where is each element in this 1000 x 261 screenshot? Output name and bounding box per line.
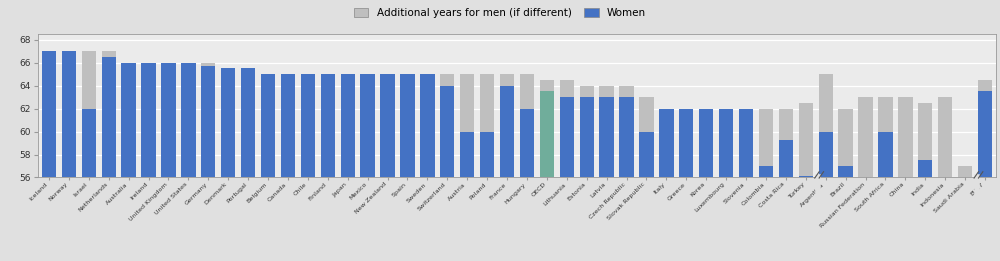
Bar xyxy=(480,132,494,177)
Bar xyxy=(878,132,893,177)
Bar xyxy=(82,109,96,177)
Bar xyxy=(360,74,375,177)
Bar xyxy=(102,57,116,177)
Bar xyxy=(779,140,793,177)
Bar xyxy=(161,63,176,177)
Bar xyxy=(500,74,514,86)
Bar xyxy=(82,51,96,109)
Bar xyxy=(301,74,315,177)
Bar xyxy=(400,74,415,177)
Bar xyxy=(739,109,753,177)
Bar xyxy=(102,51,116,57)
Bar xyxy=(639,132,654,177)
Bar xyxy=(141,63,156,177)
Bar xyxy=(420,74,435,177)
Bar xyxy=(819,74,833,132)
Bar xyxy=(201,63,215,67)
Bar xyxy=(819,132,833,177)
Bar xyxy=(121,63,136,177)
Bar xyxy=(241,68,255,177)
Bar xyxy=(261,74,275,177)
Bar xyxy=(858,177,873,189)
Bar xyxy=(779,109,793,140)
Bar xyxy=(520,109,534,177)
Bar xyxy=(599,86,614,97)
Bar xyxy=(799,176,813,177)
Bar xyxy=(679,109,693,177)
Bar xyxy=(619,86,634,97)
Bar xyxy=(978,80,992,91)
Bar xyxy=(918,160,932,177)
Bar xyxy=(580,86,594,97)
Bar xyxy=(918,103,932,160)
Bar xyxy=(639,97,654,132)
Bar xyxy=(619,97,634,177)
Bar xyxy=(480,74,494,132)
Bar xyxy=(898,97,913,189)
Legend: Additional years for men (if different), Women: Additional years for men (if different),… xyxy=(351,5,649,21)
Bar xyxy=(181,63,196,177)
Bar xyxy=(221,68,235,177)
Bar xyxy=(380,74,395,177)
Bar xyxy=(440,86,454,177)
Bar xyxy=(42,51,56,177)
Bar xyxy=(201,67,215,177)
Bar xyxy=(599,97,614,177)
Bar xyxy=(520,74,534,109)
Bar xyxy=(540,91,554,177)
Bar xyxy=(978,91,992,177)
Bar xyxy=(878,97,893,132)
Bar xyxy=(759,166,773,177)
Bar xyxy=(958,166,972,177)
Bar xyxy=(838,166,853,177)
Bar xyxy=(759,109,773,166)
Bar xyxy=(659,109,674,177)
Bar xyxy=(838,109,853,166)
Bar xyxy=(62,51,76,177)
Bar xyxy=(341,74,355,177)
Bar xyxy=(460,74,474,132)
Bar xyxy=(500,86,514,177)
Bar xyxy=(799,103,813,176)
Bar xyxy=(719,109,733,177)
Bar xyxy=(460,132,474,177)
Bar xyxy=(560,80,574,97)
Bar xyxy=(440,74,454,86)
Bar xyxy=(281,74,295,177)
Bar xyxy=(580,97,594,177)
Bar xyxy=(540,80,554,91)
Bar xyxy=(321,74,335,177)
Bar xyxy=(858,97,873,189)
Bar xyxy=(938,97,952,177)
Bar xyxy=(699,109,713,177)
Bar xyxy=(560,97,574,177)
Bar xyxy=(898,177,913,189)
